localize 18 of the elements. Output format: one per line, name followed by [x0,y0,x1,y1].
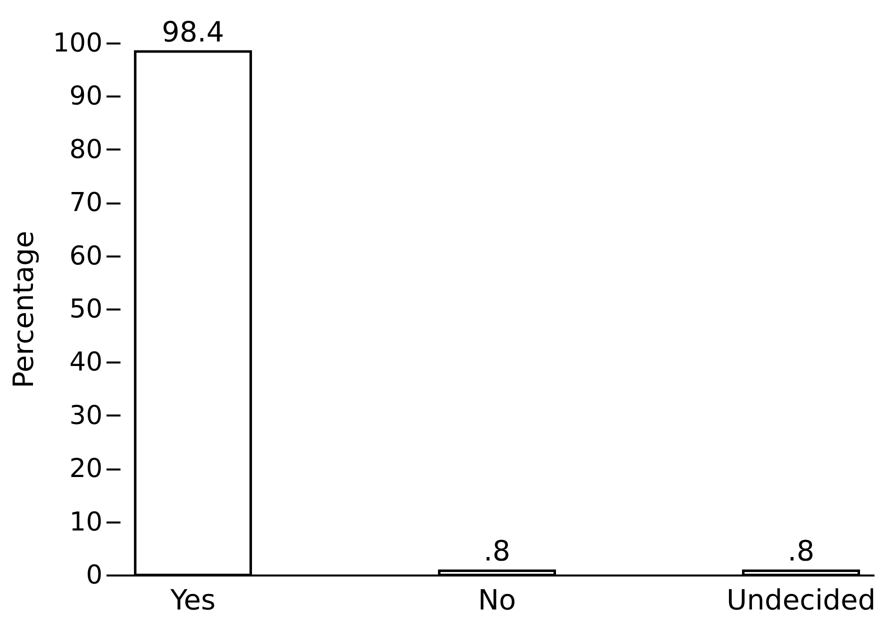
data-label: .8 [484,534,510,568]
y-tick-label: 100 [52,28,102,58]
data-label: 98.4 [162,16,224,49]
y-tick-label: 10 [69,507,102,538]
y-tick-label: 60 [69,241,102,272]
y-tick-label: 20 [69,454,102,484]
x-tick-label: Undecided [726,584,876,616]
y-tick-label: 50 [69,294,102,324]
y-tick-label: 70 [69,188,102,218]
x-tick-label: No [478,584,516,616]
y-tick-label: 40 [69,348,102,378]
y-axis-title: Percentage [6,230,40,388]
y-tick-label: 0 [86,560,102,590]
y-tick-label: 30 [69,400,102,431]
y-tick-label: 80 [69,134,102,165]
data-label: .8 [788,534,814,568]
y-tick-label: 90 [69,82,102,112]
x-tick-label: Yes [169,584,216,616]
